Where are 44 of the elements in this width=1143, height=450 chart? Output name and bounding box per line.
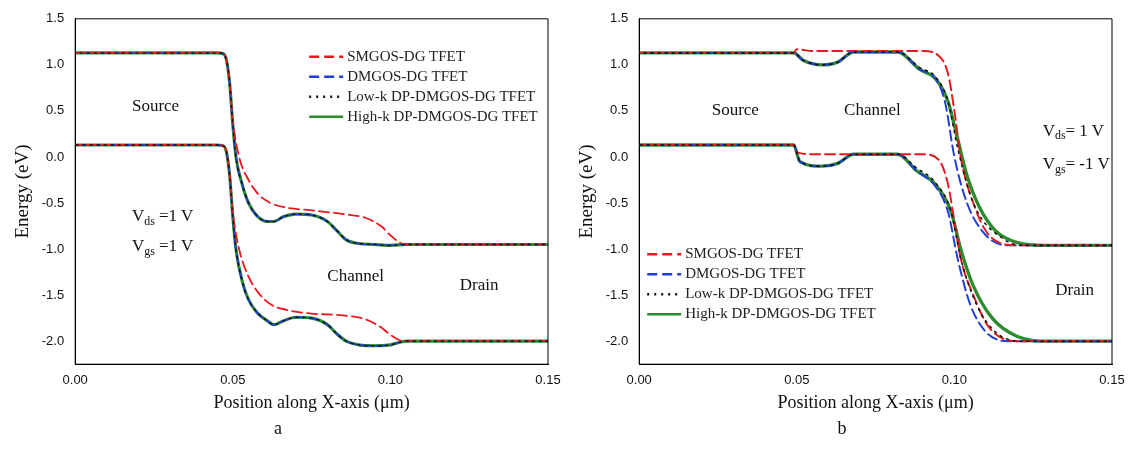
annotation: Source — [711, 100, 759, 120]
x-axis-title: Position along X-axis (μm) — [213, 392, 410, 414]
annotation: Channel — [327, 266, 385, 286]
legend-label: High-k DP-DMGOS-DG TFET — [685, 305, 876, 322]
text: b — [837, 417, 847, 438]
y-tick-label: -0.5 — [41, 194, 65, 210]
annotation: Source — [131, 95, 180, 115]
y-tick-label: -2.0 — [605, 332, 629, 348]
legend-label: DMGOS-DG TFET — [685, 265, 806, 282]
y-tick-label: 1.5 — [46, 10, 65, 26]
y-tick-label: 0.5 — [610, 102, 629, 118]
y-tick-label: 0.0 — [46, 148, 65, 164]
y-tick-label: -0.5 — [605, 194, 629, 210]
legend-label: SMGOS-DG TFET — [347, 47, 465, 64]
x-tick-label: 0.10 — [377, 371, 404, 387]
legend-label: Low-k DP-DMGOS-DG TFET — [685, 285, 874, 302]
y-tick-label: 1.0 — [610, 56, 629, 72]
y-tick-label: 1.5 — [610, 10, 629, 26]
x-tick-label: 0.00 — [626, 371, 652, 387]
y-axis-title: Energy (eV) — [11, 144, 34, 239]
legend-label: DMGOS-DG TFET — [347, 67, 468, 84]
y-tick-label: -1.0 — [605, 240, 629, 256]
x-tick-label: 0.15 — [535, 371, 561, 387]
x-axis-title: Position along X-axis (μm) — [777, 392, 974, 414]
x-tick-label: 0.05 — [784, 371, 810, 387]
y-tick-label: -1.5 — [605, 286, 629, 302]
legend-label: Low-k DP-DMGOS-DG TFET — [347, 87, 536, 104]
annotation: Channel — [844, 100, 902, 120]
y-tick-label: -1.5 — [41, 286, 65, 302]
y-tick-label: 1.0 — [46, 56, 65, 72]
x-tick-label: 0.00 — [62, 371, 88, 387]
y-tick-label: 0.5 — [46, 102, 65, 118]
y-tick-label: 0.0 — [610, 148, 629, 164]
x-tick-label: 0.05 — [220, 371, 246, 387]
x-tick-label: 0.15 — [1099, 371, 1125, 387]
y-axis-title: Energy (eV) — [575, 144, 598, 239]
annotation: Drain — [459, 275, 499, 295]
text: a — [274, 417, 282, 438]
x-tick-label: 0.10 — [941, 371, 968, 387]
legend-label: High-k DP-DMGOS-DG TFET — [347, 107, 538, 124]
legend-label: SMGOS-DG TFET — [685, 245, 803, 262]
y-tick-label: -2.0 — [41, 332, 65, 348]
y-tick-label: -1.0 — [41, 240, 65, 256]
annotation: Drain — [1055, 279, 1095, 299]
